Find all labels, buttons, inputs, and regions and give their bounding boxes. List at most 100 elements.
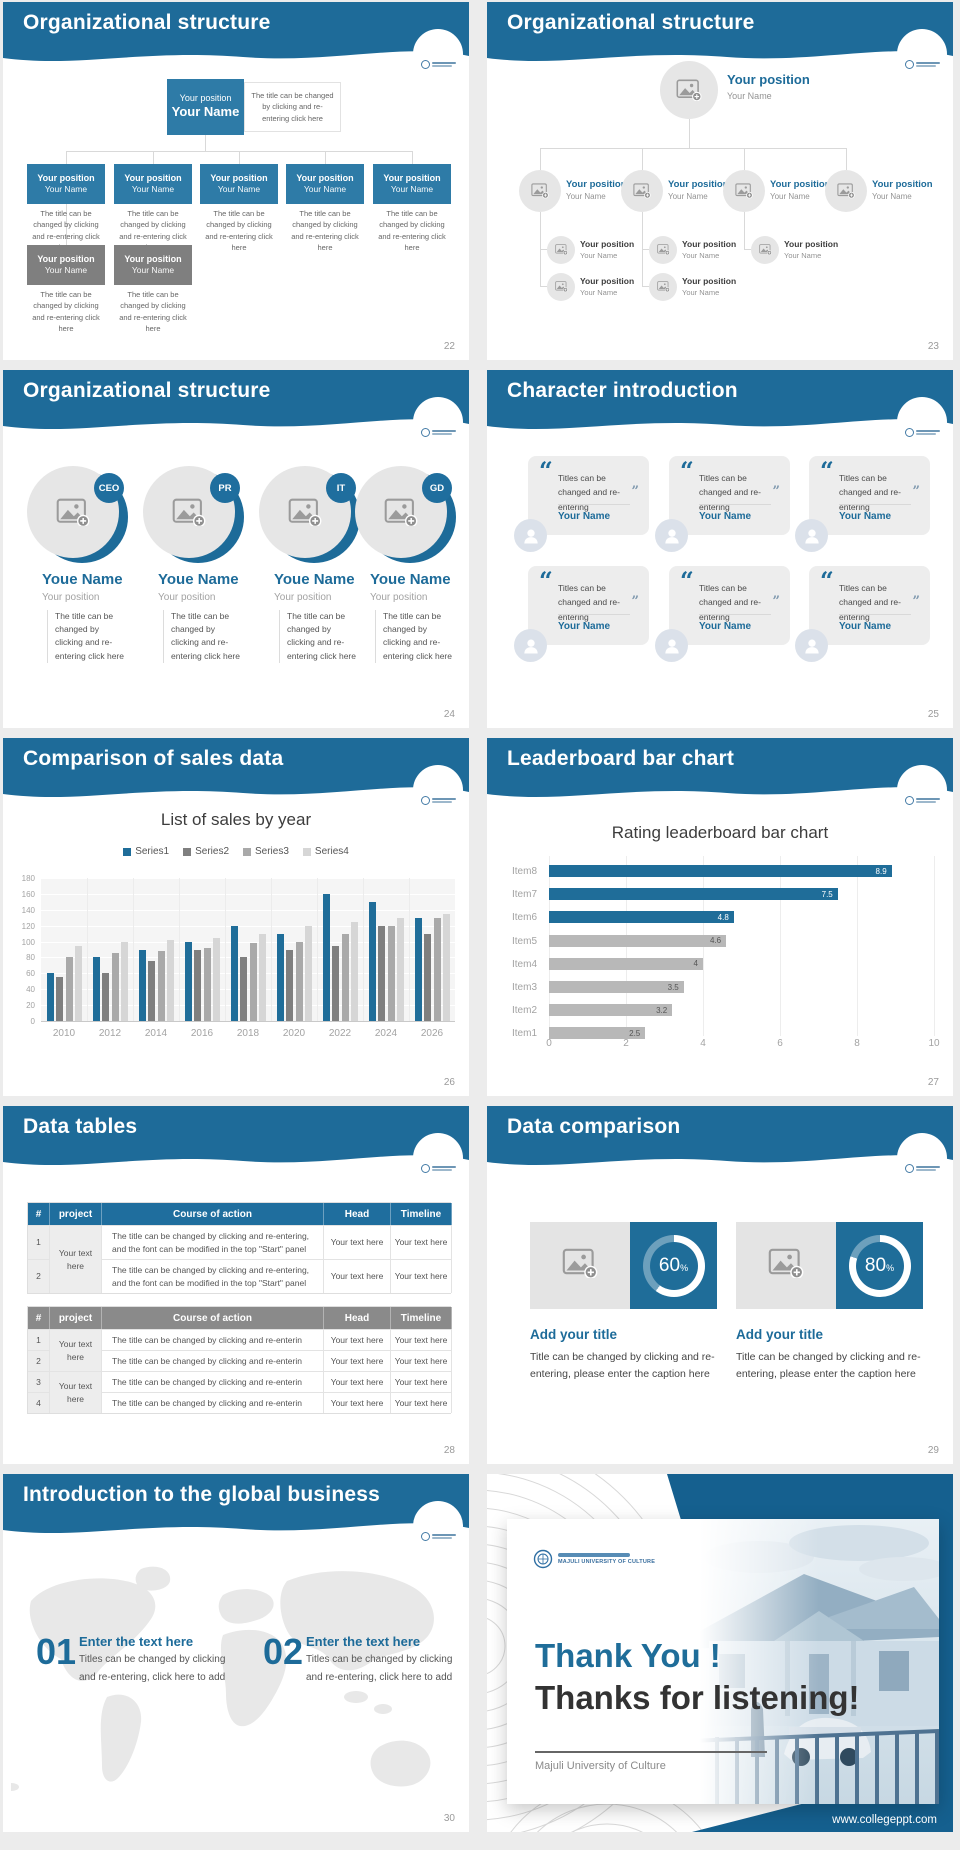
divider [839,504,911,505]
data-table-gray: # project Course of action Head Timeline 1 You… [27,1306,452,1414]
quote-text: Titles can be changed and re-entering [699,473,761,512]
slide-preview-26[interactable]: Comparison of sales data List of sales b… [3,738,469,1096]
org-box-caption: The title can be changed by clicking and… [378,209,446,252]
photo-placeholder-circle [547,273,575,301]
bar-series4-2020 [305,925,313,1021]
slide-preview-24[interactable]: Organizational structure CEO Youe Name You… [3,370,469,728]
connector-line [744,212,745,250]
bar-series3-2022 [341,933,349,1021]
org-box: Your position Your Name [286,164,364,204]
gridline-vertical [133,878,134,1021]
website-link[interactable]: www.collegeppt.com [832,1814,937,1826]
person-icon [664,639,679,653]
panel-caption: Title can be changed by clicking and re-… [736,1351,921,1380]
open-quote-icon: “ [539,456,553,485]
bar-series3-2020 [295,941,303,1021]
y-axis-tick: 160 [21,889,35,899]
slide-preview-30[interactable]: Introduction to the global business [3,1474,469,1832]
bar-series3-2014 [157,951,165,1021]
open-quote-icon: “ [680,566,694,595]
slide-preview-29[interactable]: Data comparison 60% Add your title Title… [487,1106,953,1464]
bar-series4-2012 [121,941,129,1021]
name-label: Your Name [784,251,822,260]
column-header: Head [324,1307,391,1329]
course-cell: The title can be changed by clicking and… [102,1371,324,1392]
bar-series1-2014 [139,949,146,1021]
avatar [655,629,688,662]
role-badge: IT [326,473,356,503]
photo-placeholder-circle [519,170,561,212]
item-caption: Titles can be changed by clicking and re… [306,1654,453,1683]
thank-you-card: MAJULI UNIVERSITY OF CULTURE Thank You !… [507,1519,939,1804]
bar-series2-2014 [148,961,156,1021]
org-box-caption: The title can be changed by clicking and… [32,290,100,333]
y-axis-tick: 0 [30,1017,35,1026]
head-cell: Your text here [324,1259,391,1293]
slide-preview-25[interactable]: Character introduction “Titles can be ch… [487,370,953,728]
position-label: Your position [124,253,182,264]
category-label: Item6 [512,912,538,924]
member-position: Your position [370,592,428,603]
quote-text: Titles can be changed and re-entering [558,583,620,622]
position-label: Your position [37,172,95,183]
bar-item2: 3.2 [549,1004,673,1017]
column-header: Timeline [391,1307,452,1329]
name-label: Your Name [390,184,434,195]
gridline [41,973,455,975]
course-cell: The title can be changed by clicking and… [102,1259,324,1293]
org-box: Your position Your Name [373,164,451,204]
slide-preview-thank-you[interactable]: MAJULI UNIVERSITY OF CULTURE Thank You !… [487,1474,953,1832]
bar-series3-2016 [203,947,211,1021]
bar-series3-2024 [387,925,395,1021]
slide-preview-23[interactable]: Organizational structure Your position Yo… [487,2,953,360]
name-label: Your Name [580,251,618,260]
category-label: Item5 [512,935,538,947]
bar-item1: 2.5 [549,1027,646,1040]
item-heading: Enter the text here [79,1634,194,1649]
slide-preview-22[interactable]: Organizational structure Your position Yo… [3,2,469,360]
legend-item: Series4 [302,846,349,857]
gridline-vertical [225,878,226,1021]
column-header: Course of action [102,1203,324,1225]
quote-text: Titles can be changed and re-entering [558,473,620,512]
person-icon [523,529,538,543]
close-quote-icon: ” [772,484,780,499]
head-cell: Your text here [324,1392,391,1413]
slide-preview-27[interactable]: Leaderboard bar chart Rating leaderboard… [487,738,953,1096]
divider [558,614,630,615]
image-placeholder-icon [172,498,206,527]
gridline [41,909,455,911]
gridline-vertical [179,878,180,1021]
image-placeholder-icon [56,498,90,527]
quote-card: “Titles can be changed and re-entering ” Y… [795,566,930,662]
item-caption: Titles can be changed by clicking and re… [79,1654,226,1683]
position-label: Your position [124,172,182,183]
item-heading: Enter the text here [306,1634,421,1649]
bar-item6: 4.8 [549,911,734,924]
connector-line [744,249,752,250]
org-box-caption: The title can be changed by clicking and… [205,209,273,252]
percent-sign: % [886,1262,895,1273]
x-axis-tick: 2024 [374,1028,398,1039]
connector-line [846,148,847,170]
slide-preview-28[interactable]: Data tables # project Course of action Head… [3,1106,469,1464]
position-label: Your position [296,172,354,183]
connector-line [642,148,643,170]
x-axis-tick: 10 [928,1038,940,1049]
connector-line [540,148,847,149]
position-label: Your position [784,239,839,249]
name-label: Your Name [839,511,892,522]
photo-placeholder-circle [547,236,575,264]
row-number-cell: 2 [28,1350,50,1371]
bar-series1-2010 [47,973,54,1021]
bar-series4-2026 [443,913,451,1021]
image-placeholder-icon [562,1248,598,1279]
gridline [41,957,455,959]
name-label: Your Name [699,621,752,632]
y-axis-tick: 60 [26,969,35,979]
item-number: 01 [36,1631,77,1672]
name-label: Your Name [558,621,611,632]
org-box: Your position Your Name [114,164,192,204]
world-map [11,1566,434,1791]
photo-placeholder-circle [649,273,677,301]
